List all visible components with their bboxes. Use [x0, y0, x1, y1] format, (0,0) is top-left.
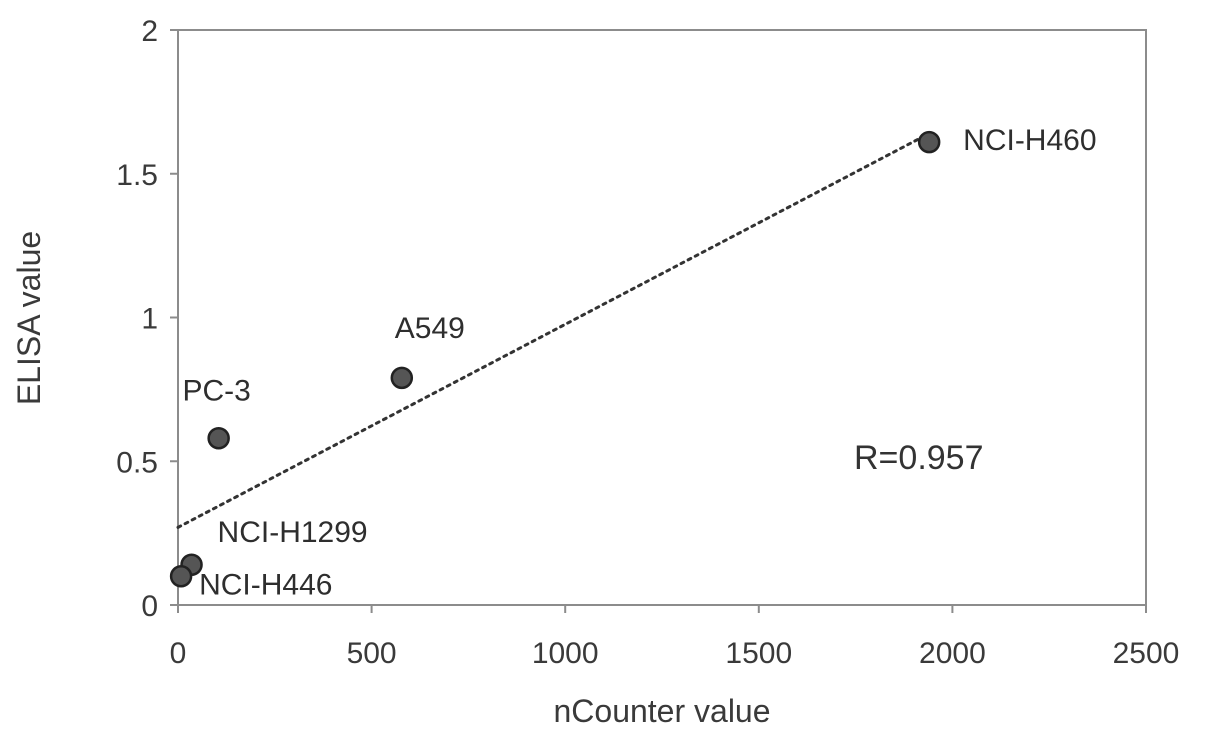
- x-tick-label: 0: [170, 637, 187, 670]
- y-axis-title: ELISA value: [11, 231, 47, 405]
- x-tick-label: 1500: [725, 637, 792, 670]
- x-axis-title: nCounter value: [553, 693, 770, 729]
- point-labels: NCI-H460 A549 PC-3 NCI-H1299 NCI-H446: [182, 124, 1096, 601]
- data-point: [169, 565, 193, 588]
- y-tick-label: 0: [141, 590, 158, 623]
- data-point: [917, 130, 941, 154]
- point-label: PC-3: [182, 374, 250, 407]
- x-tick-label: 2000: [919, 637, 986, 670]
- trendline: [176, 132, 931, 529]
- point-label: NCI-H446: [199, 568, 332, 601]
- y-tick-label: 0.5: [116, 446, 158, 479]
- point-label: NCI-H460: [963, 124, 1096, 157]
- x-axis: 0 500 1000 1500 2000 2500: [170, 605, 1180, 670]
- y-tick-label: 1: [141, 303, 158, 336]
- data-point: [390, 366, 414, 390]
- x-tick-label: 1000: [532, 637, 599, 670]
- x-tick-label: 2500: [1113, 637, 1180, 670]
- y-axis: 0 0.5 1 1.5 2: [116, 15, 178, 623]
- x-tick-label: 500: [347, 637, 397, 670]
- y-tick-label: 2: [141, 15, 158, 48]
- point-label: A549: [395, 312, 465, 345]
- point-label: NCI-H1299: [218, 516, 368, 549]
- data-point: [207, 427, 230, 450]
- data-points: [169, 130, 941, 588]
- r-annotation: R=0.957: [854, 439, 984, 477]
- y-tick-label: 1.5: [116, 159, 158, 192]
